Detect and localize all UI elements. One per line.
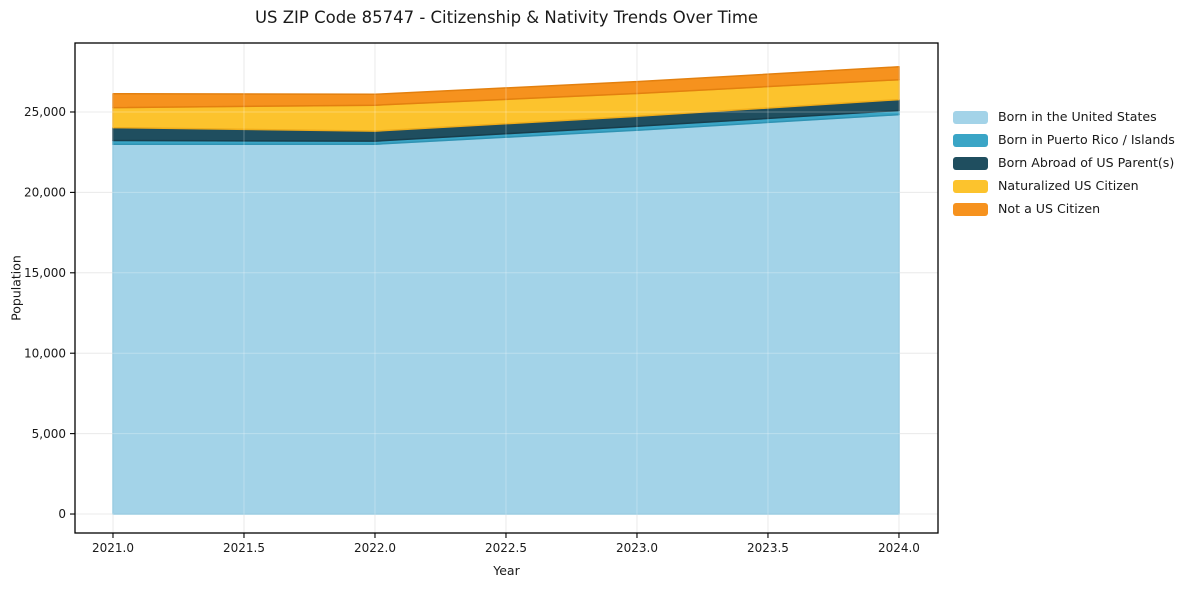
chart-title: US ZIP Code 85747 - Citizenship & Nativi… (254, 8, 759, 27)
area-not-a-us-citizen (112, 66, 900, 109)
x-tick-label: 2021.0 (92, 541, 134, 555)
y-tick-label: 0 (58, 507, 66, 521)
legend-swatch (953, 134, 988, 147)
y-tick-label: 15,000 (24, 266, 66, 280)
x-tick-label: 2023.5 (747, 541, 789, 555)
legend-label: Not a US Citizen (998, 201, 1101, 217)
legend-label: Naturalized US Citizen (998, 178, 1139, 194)
y-tick-label: 10,000 (24, 346, 66, 360)
y-tick-label: 25,000 (24, 105, 66, 119)
legend-item: Naturalized US Citizen (953, 180, 1175, 193)
x-tick-label: 2024.0 (878, 541, 920, 555)
legend-swatch (953, 203, 988, 216)
legend-swatch (953, 157, 988, 170)
x-tick-label: 2023.0 (616, 541, 658, 555)
legend-item: Born Abroad of US Parent(s) (953, 157, 1175, 170)
y-tick-label: 5,000 (32, 427, 66, 441)
x-axis-label: Year (493, 563, 520, 578)
legend-item: Born in Puerto Rico / Islands (953, 134, 1175, 147)
legend-item: Born in the United States (953, 111, 1175, 124)
legend: Born in the United States Born in Puerto … (953, 111, 1175, 226)
legend-swatch (953, 180, 988, 193)
x-tick-label: 2022.5 (485, 541, 527, 555)
legend-label: Born in the United States (998, 109, 1157, 125)
legend-label: Born in Puerto Rico / Islands (998, 132, 1175, 148)
legend-label: Born Abroad of US Parent(s) (998, 155, 1175, 171)
legend-swatch (953, 111, 988, 124)
legend-item: Not a US Citizen (953, 203, 1175, 216)
x-tick-label: 2022.0 (354, 541, 396, 555)
y-tick-label: 20,000 (24, 186, 66, 200)
x-tick-label: 2021.5 (223, 541, 265, 555)
